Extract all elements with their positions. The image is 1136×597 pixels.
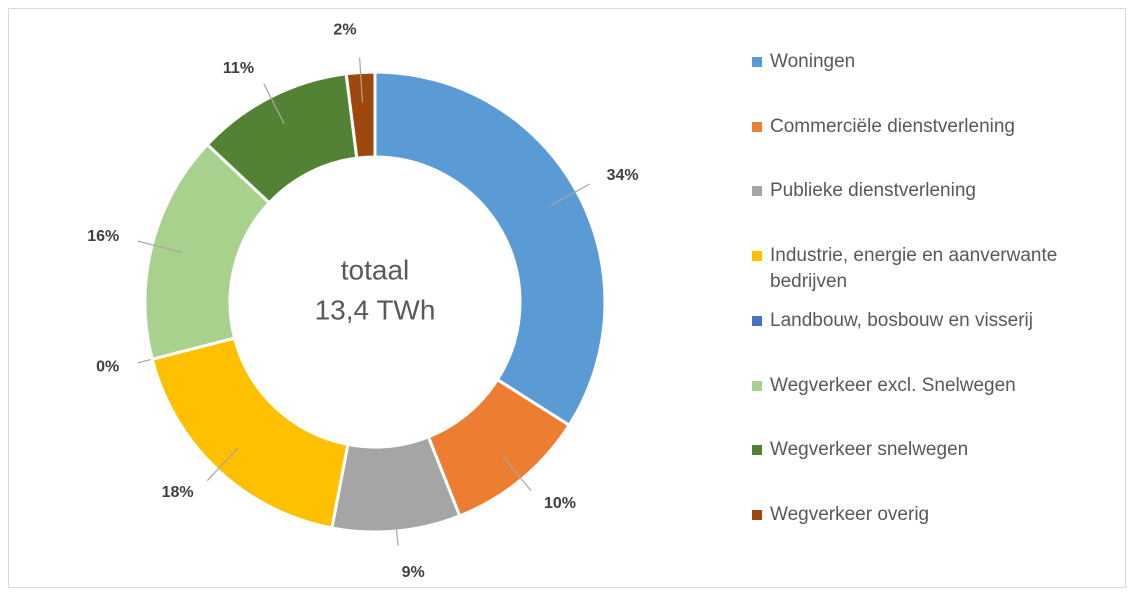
legend-label: Woningen [770,51,856,72]
leader-line [359,57,364,103]
legend-label: Wegverkeer snelwegen [770,439,969,461]
leader-line [206,447,239,482]
legend-swatch [752,315,762,326]
legend-item: Commerciële dienstverlening [752,114,1122,140]
leader-line [393,501,399,546]
data-label: 2% [333,22,356,39]
legend-label: Publieke dienstverlening [770,180,976,202]
data-label: 18% [162,484,194,501]
legend-item: Landbouw, bosbouw en visserij [752,308,1122,334]
legend-swatch [752,121,762,132]
legend-label: Wegverkeer overig [770,503,930,525]
data-label: 0% [96,358,119,375]
center-label: totaal [341,254,410,285]
legend-item: Industrie, energie en aanverwante bedrij… [752,243,1122,295]
legend-item: Wegverkeer snelwegen [752,437,1122,463]
center-label: 13,4 TWh [315,294,436,325]
data-label: 11% [223,60,254,77]
leader-line [263,83,285,125]
legend-swatch [752,445,762,456]
legend-swatch [752,380,762,391]
leader-line [502,455,532,492]
legend-item: Wegverkeer excl. Snelwegen [752,373,1122,399]
legend-swatch [752,509,762,520]
legend-item: Wegverkeer overig [752,502,1122,528]
data-label: 9% [402,564,425,581]
legend-label: Commerciële dienstverlening [770,115,1015,137]
leader-line [137,240,182,253]
legend-swatch [752,186,762,197]
donut-segment [344,70,377,160]
legend-swatch [752,57,762,67]
leader-line [549,183,590,207]
donut-segment [373,70,607,428]
data-label: 10% [544,495,576,512]
legend-item: Woningen [752,49,1122,75]
legend-item: Publieke dienstverlening [752,178,1122,204]
legend-label: Landbouw, bosbouw en visserij [770,309,1034,331]
legend-label: Industrie, energie en aanverwante bedrij… [770,245,1058,293]
data-label: 16% [87,228,119,245]
chart-border [8,8,1126,588]
data-label: 34% [607,167,639,184]
legend-label: Wegverkeer excl. Snelwegen [770,374,1016,396]
legend-swatch [752,251,762,262]
